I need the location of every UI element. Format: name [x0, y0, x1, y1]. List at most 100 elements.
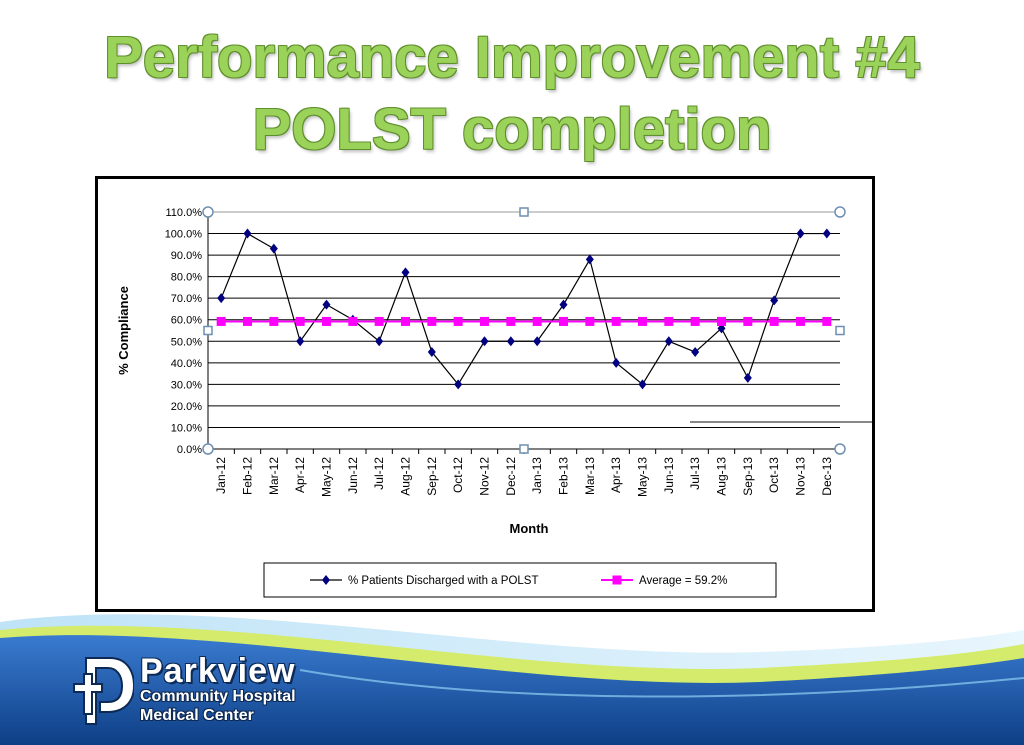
- average-point: [453, 316, 463, 326]
- logo-subtitle-2: Medical Center: [140, 707, 254, 724]
- data-point: [427, 347, 436, 358]
- axis-layer: [207, 212, 841, 454]
- average-point: [743, 316, 753, 326]
- footer-wave: [0, 614, 1024, 745]
- legend-label: Average = 59.2%: [639, 575, 727, 587]
- selection-handle: [834, 206, 846, 218]
- data-point: [664, 336, 673, 347]
- y-tick-label: 50.0%: [171, 336, 202, 348]
- data-point: [217, 293, 226, 304]
- x-tick-label: Nov-13: [794, 457, 808, 496]
- selection-handles: [202, 206, 872, 455]
- average-point: [769, 316, 779, 326]
- parkview-cross-icon: [73, 657, 134, 725]
- x-tick-label: Nov-12: [478, 457, 492, 496]
- x-tick-label: Jan-12: [214, 457, 228, 494]
- x-tick-label: Sep-12: [425, 457, 439, 496]
- x-tick-label: Dec-13: [820, 457, 834, 496]
- data-point: [533, 336, 542, 347]
- y-tick-label: 100.0%: [165, 229, 203, 241]
- average-point: [374, 316, 384, 326]
- x-tick-label: Feb-12: [241, 457, 255, 495]
- logo-name: Parkview: [140, 652, 296, 690]
- y-tick-label: 90.0%: [171, 250, 202, 262]
- x-tick-label: May-13: [636, 457, 650, 497]
- average-point: [480, 316, 489, 326]
- x-tick-label: Jan-13: [530, 457, 544, 494]
- average-point: [796, 316, 805, 326]
- data-point: [559, 299, 568, 310]
- logo-subtitle: Community Hospital: [140, 688, 296, 705]
- data-point: [822, 228, 831, 239]
- selection-handle: [519, 207, 529, 217]
- x-axis-title: Month: [510, 521, 549, 536]
- x-tick-label: Aug-12: [399, 457, 413, 496]
- data-point: [296, 336, 305, 347]
- y-tick-label: 0.0%: [177, 444, 202, 456]
- grid-layer: [208, 211, 840, 450]
- average-point: [506, 316, 516, 326]
- y-axis-title: % Compliance: [116, 286, 131, 375]
- average-point: [585, 316, 595, 326]
- average-point: [243, 316, 252, 326]
- y-tick-label: 30.0%: [171, 379, 202, 391]
- y-tick-label: 80.0%: [171, 272, 202, 284]
- x-tick-label: Jun-13: [662, 457, 676, 494]
- data-point: [322, 299, 331, 310]
- legend-label: % Patients Discharged with a POLST: [348, 575, 538, 587]
- x-tick-label: Sep-13: [741, 457, 755, 496]
- series-layer: [216, 228, 832, 390]
- data-point: [243, 228, 252, 239]
- x-tick-label: Oct-12: [451, 457, 465, 493]
- data-point: [375, 336, 384, 347]
- average-point: [717, 316, 726, 326]
- data-point: [691, 347, 700, 358]
- series-line: [220, 232, 827, 386]
- average-point: [216, 316, 226, 326]
- data-point: [612, 357, 621, 368]
- average-point: [559, 316, 568, 326]
- y-tick-label: 70.0%: [171, 293, 202, 305]
- x-tick-label: Jul-12: [372, 457, 386, 490]
- x-tick-label: Aug-13: [715, 457, 729, 496]
- y-tick-label: 10.0%: [171, 422, 202, 434]
- average-point: [322, 316, 331, 326]
- y-tick-label: 20.0%: [171, 401, 202, 413]
- chart-frame[interactable]: 0.0% 10.0% 20.0% 30.0% 40.0% 50.0% 60.0% 70.0% 8…: [95, 176, 875, 612]
- data-point: [401, 267, 410, 278]
- data-point: [796, 228, 805, 239]
- legend-box: [263, 562, 777, 598]
- x-tick-label: May-12: [320, 457, 334, 497]
- average-point: [690, 316, 700, 326]
- legend-marker: [612, 575, 622, 585]
- x-tick-label: Jul-13: [688, 457, 702, 490]
- y-tick-label: 110.0%: [166, 207, 203, 219]
- data-point: [506, 336, 515, 347]
- x-tick-label: Dec-12: [504, 457, 518, 496]
- average-point: [427, 316, 437, 326]
- x-tick-label: Oct-13: [767, 457, 781, 493]
- average-point: [664, 316, 674, 326]
- average-point: [822, 316, 832, 326]
- average-point: [401, 316, 410, 326]
- x-tick-label: Mar-12: [267, 457, 281, 495]
- x-tick-label: Feb-13: [557, 457, 571, 495]
- selection-handle: [519, 444, 529, 454]
- y-tick-label: 60.0%: [171, 315, 202, 327]
- data-point: [480, 336, 489, 347]
- data-point: [269, 243, 278, 254]
- x-tick-label: Mar-13: [583, 457, 597, 495]
- labels-layer: 0.0% 10.0% 20.0% 30.0% 40.0% 50.0% 60.0% 70.0% 8…: [116, 207, 834, 536]
- x-tick-label: Apr-13: [609, 457, 623, 493]
- x-tick-label: Jun-12: [346, 457, 360, 494]
- selection-handle: [202, 443, 214, 455]
- selection-handle: [835, 325, 845, 336]
- data-point: [585, 254, 594, 265]
- x-tick-label: Apr-12: [293, 457, 307, 493]
- average-point: [611, 316, 621, 326]
- slide-title: Performance Improvement #4 POLST complet…: [0, 22, 1024, 166]
- compliance-chart: 0.0% 10.0% 20.0% 30.0% 40.0% 50.0% 60.0% 70.0% 8…: [116, 206, 872, 598]
- legend-marker: [322, 575, 330, 585]
- title-line-1: Performance Improvement #4: [104, 25, 920, 90]
- selection-handle: [834, 443, 846, 455]
